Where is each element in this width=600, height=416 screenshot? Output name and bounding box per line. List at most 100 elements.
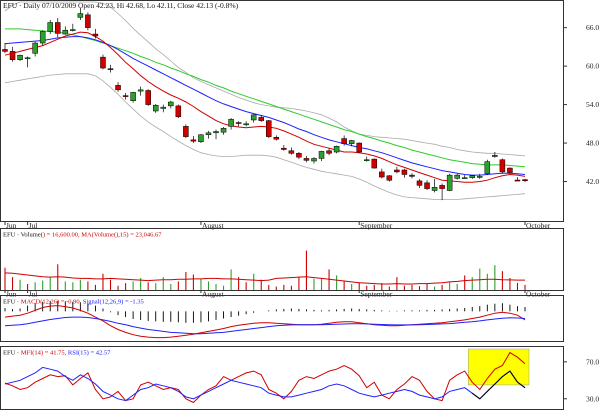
candle-body	[273, 137, 280, 140]
candle-body	[137, 89, 144, 92]
volume-series-layer	[4, 250, 526, 290]
candle-body	[92, 33, 99, 37]
candle-body	[250, 114, 257, 121]
mfi-tick-label: 70.0	[586, 357, 599, 366]
candle-body	[85, 14, 91, 28]
candle-body	[288, 150, 295, 154]
candle-body	[190, 139, 197, 142]
price-tick-label: 54.0	[586, 100, 599, 109]
volume-date-tick-label: Jun	[6, 290, 17, 299]
candle-body	[122, 95, 129, 97]
rsi-line	[4, 366, 526, 402]
price-panel	[0, 0, 564, 222]
mfi-tick-label: 30.0	[586, 394, 599, 403]
price-panel-title: EFU · Daily 07/10/2009 Open 42.23, Hi 42…	[3, 1, 239, 10]
lower-band-line	[4, 73, 526, 200]
candle-body	[484, 161, 491, 175]
candle-body	[461, 177, 468, 179]
candle-body	[39, 31, 46, 44]
candle-body	[424, 182, 430, 189]
signal-line	[4, 316, 526, 335]
volume-date-tick-label: Jul	[29, 290, 38, 299]
candle-body	[62, 29, 69, 35]
candle-body	[17, 54, 23, 60]
candle-body	[499, 159, 506, 173]
date-tick-label: September	[360, 221, 393, 230]
upper-band-line	[4, 1, 526, 157]
candle-body	[439, 185, 445, 189]
candle-body	[514, 179, 521, 182]
candle-body	[386, 175, 393, 181]
candle-body	[198, 134, 204, 143]
mfi-rsi-panel-title: EFU · MFI(14) = 41.75, RSI(15) = 42.57	[3, 350, 111, 357]
ma20-line	[4, 36, 526, 176]
candle-body	[70, 29, 76, 31]
ma50-line	[5, 28, 526, 168]
candle-body	[454, 174, 460, 179]
mfi-rsi-series-layer	[4, 351, 526, 404]
candle-body	[341, 138, 347, 144]
volume-ma-line	[4, 272, 525, 285]
candle-body	[401, 169, 408, 175]
candle-body	[130, 92, 136, 101]
candle-body	[115, 85, 121, 91]
volume-date-tick-label: October	[526, 290, 551, 299]
candle-body	[281, 147, 287, 150]
candle-body	[107, 68, 114, 70]
volume-date-tick-label: August	[202, 290, 225, 299]
macd-line	[4, 305, 526, 339]
candle-body	[363, 159, 370, 161]
candle-body	[100, 56, 106, 69]
candle-body	[2, 49, 8, 52]
candle-body	[235, 122, 242, 124]
candle-body	[469, 175, 475, 178]
candle-body	[9, 51, 16, 60]
volume-panel-title: EFU · Volume() = 16,600.00, MA(Volume(),…	[3, 232, 162, 239]
date-tick-label: Jun	[6, 221, 17, 230]
candle-body	[507, 167, 513, 173]
price-series-layer	[2, 1, 528, 201]
candle-body	[175, 105, 182, 118]
candle-body	[446, 174, 453, 191]
axis-labels-layer: 42.0 48.0 54.0 60.0 66.0 Jun Jul August Septembe…	[4, 23, 599, 403]
date-tick-label: October	[526, 221, 551, 230]
candle-body	[168, 101, 174, 107]
candle-body	[243, 123, 249, 126]
candle-body	[311, 158, 317, 162]
macd-panel-title: EFU · MACD(12,26) = -0.90, Signal(12,26,…	[3, 299, 144, 306]
ma10-line	[4, 31, 526, 183]
candle-body	[371, 158, 378, 169]
price-tick-label: 66.0	[586, 23, 599, 32]
price-tick-label: 60.0	[586, 62, 599, 71]
volume-date-tick-label: September	[360, 290, 393, 299]
candle-body	[220, 128, 227, 133]
price-highlight-layer	[468, 149, 529, 194]
date-tick-label: August	[202, 221, 225, 230]
candle-body	[492, 154, 498, 157]
candle-body	[379, 171, 385, 178]
candle-body	[77, 13, 84, 18]
candle-body	[160, 106, 167, 109]
date-tick-label: Jul	[29, 221, 38, 230]
candle-body	[24, 57, 31, 60]
candle-body	[296, 153, 302, 158]
price-tick-label: 48.0	[586, 139, 599, 148]
candle-body	[318, 151, 325, 159]
candle-body	[145, 90, 151, 105]
macd-series-layer	[4, 300, 526, 339]
candle-body	[348, 140, 355, 144]
candle-body	[213, 131, 219, 134]
candle-body	[326, 150, 332, 154]
candle-body	[32, 42, 38, 54]
price-tick-label: 42.0	[586, 177, 599, 186]
candle-body	[333, 146, 340, 153]
candle-body	[303, 158, 310, 161]
candle-body	[477, 176, 483, 178]
rsi-highlight-segment	[471, 370, 526, 400]
candle-body	[522, 179, 528, 181]
candle-body	[356, 142, 362, 153]
candle-body	[258, 117, 264, 121]
candle-body	[409, 174, 415, 177]
candle-body	[47, 22, 53, 32]
candle-body	[266, 120, 272, 137]
